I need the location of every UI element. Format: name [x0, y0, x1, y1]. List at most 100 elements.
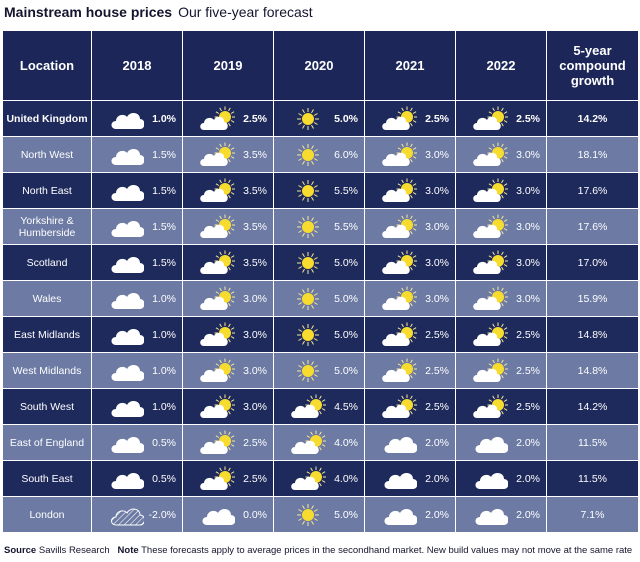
forecast-cell: 3.5%	[182, 136, 274, 173]
forecast-value: 3.0%	[516, 220, 540, 233]
forecast-value: 1.5%	[152, 184, 176, 197]
growth-cell: 15.9%	[546, 280, 639, 317]
forecast-cell: 3.0%	[364, 280, 456, 317]
forecast-cell: 1.0%	[91, 352, 183, 389]
forecast-cell: 6.0%	[273, 136, 365, 173]
sun-behind-cloud-icon	[470, 177, 510, 205]
forecast-cell: 3.0%	[182, 316, 274, 353]
forecast-cell: 3.0%	[364, 244, 456, 281]
forecast-value: -2.0%	[148, 508, 176, 521]
forecast-value: 5.0%	[334, 112, 358, 125]
location-cell: United Kingdom	[2, 100, 92, 137]
forecast-value: 3.0%	[425, 184, 449, 197]
location-cell: East of England	[2, 424, 92, 461]
forecast-cell: 3.5%	[182, 208, 274, 245]
forecast-cell: 1.0%	[91, 280, 183, 317]
forecast-value: 2.5%	[516, 400, 540, 413]
forecast-cell: 3.5%	[182, 172, 274, 209]
table-row: Scotland 1.5% 3.5% 5.0% 3.0% 3.0% 17.0%	[2, 244, 639, 281]
cloud-icon	[106, 357, 146, 385]
sun-behind-cloud-icon	[379, 321, 419, 349]
table-row: East Midlands 1.0% 3.0% 5.0% 2.5% 2.5% 14.8%	[2, 316, 639, 353]
forecast-cell: 2.0%	[455, 424, 547, 461]
cloud-icon	[470, 429, 510, 457]
forecast-value: 5.5%	[334, 184, 358, 197]
sun-behind-cloud-icon	[379, 357, 419, 385]
forecast-value: 1.5%	[152, 220, 176, 233]
sun-behind-cloud-icon	[470, 249, 510, 277]
growth-cell: 7.1%	[546, 496, 639, 533]
cloud-icon	[106, 105, 146, 133]
forecast-cell: 1.5%	[91, 136, 183, 173]
forecast-value: 0.0%	[243, 508, 267, 521]
growth-cell: 11.5%	[546, 424, 639, 461]
source-label: Source	[4, 545, 37, 556]
location-cell: South West	[2, 388, 92, 425]
forecast-value: 3.0%	[243, 328, 267, 341]
sun-behind-cloud-icon	[470, 393, 510, 421]
forecast-value: 2.0%	[425, 436, 449, 449]
forecast-cell: 0.5%	[91, 424, 183, 461]
growth-cell: 17.6%	[546, 172, 639, 209]
table-row: South East 0.5% 2.5% 4.0% 2.0% 2.0% 11.5%	[2, 460, 639, 497]
forecast-table: Location 2018 2019 2020 2021 2022 5-year…	[2, 30, 639, 533]
forecast-value: 3.0%	[243, 364, 267, 377]
forecast-value: 6.0%	[334, 148, 358, 161]
forecast-cell: 5.0%	[273, 244, 365, 281]
table-body: United Kingdom 1.0% 2.5% 5.0% 2.5% 2.5% 14.2% N…	[2, 100, 639, 533]
forecast-value: 3.0%	[516, 256, 540, 269]
sun-behind-cloud-icon	[197, 177, 237, 205]
forecast-cell: 2.5%	[364, 316, 456, 353]
forecast-cell: 3.0%	[455, 280, 547, 317]
forecast-cell: 5.0%	[273, 100, 365, 137]
forecast-value: 3.5%	[243, 184, 267, 197]
sun-behind-cloud-icon	[379, 393, 419, 421]
forecast-cell: 3.0%	[455, 172, 547, 209]
sun-behind-cloud-icon	[197, 321, 237, 349]
sun-behind-cloud-icon	[470, 321, 510, 349]
forecast-value: 2.5%	[516, 364, 540, 377]
forecast-value: 0.5%	[152, 472, 176, 485]
forecast-cell: 3.0%	[364, 208, 456, 245]
sun-icon	[288, 141, 328, 169]
source-text: Savills Research	[38, 545, 110, 556]
table-row: East of England 0.5% 2.5% 4.0% 2.0% 2.0% 11.5%	[2, 424, 639, 461]
forecast-value: 3.0%	[425, 256, 449, 269]
forecast-cell: 2.0%	[455, 460, 547, 497]
footer: Source Savills Research Note These forec…	[4, 545, 632, 556]
table-row: South West 1.0% 3.0% 4.5% 2.5% 2.5% 14.2%	[2, 388, 639, 425]
sun-behind-cloud-icon	[379, 213, 419, 241]
sun-behind-cloud-icon	[379, 105, 419, 133]
forecast-cell: 2.5%	[455, 100, 547, 137]
forecast-value: 3.0%	[425, 148, 449, 161]
forecast-cell: 1.5%	[91, 172, 183, 209]
sun-behind-cloud-icon	[197, 357, 237, 385]
sun-behind-cloud-icon	[197, 213, 237, 241]
forecast-value: 5.0%	[334, 508, 358, 521]
forecast-value: 1.0%	[152, 292, 176, 305]
column-header: 2018	[91, 30, 183, 101]
location-cell: Scotland	[2, 244, 92, 281]
sun-behind-cloud-icon	[379, 141, 419, 169]
forecast-cell: 3.0%	[182, 280, 274, 317]
forecast-value: 1.5%	[152, 256, 176, 269]
forecast-value: 2.5%	[243, 472, 267, 485]
sun-behind-cloud-icon	[379, 249, 419, 277]
table-row: North West 1.5% 3.5% 6.0% 3.0% 3.0% 18.1%	[2, 136, 639, 173]
forecast-cell: 3.0%	[182, 352, 274, 389]
forecast-cell: 5.5%	[273, 208, 365, 245]
table-row: West Midlands 1.0% 3.0% 5.0% 2.5% 2.5% 14.8%	[2, 352, 639, 389]
column-header: 2019	[182, 30, 274, 101]
forecast-value: 1.0%	[152, 328, 176, 341]
location-cell: West Midlands	[2, 352, 92, 389]
forecast-value: 5.0%	[334, 364, 358, 377]
forecast-cell: 2.5%	[364, 100, 456, 137]
forecast-value: 0.5%	[152, 436, 176, 449]
table-row: Wales 1.0% 3.0% 5.0% 3.0% 3.0% 15.9%	[2, 280, 639, 317]
forecast-cell: 3.0%	[182, 388, 274, 425]
location-cell: North East	[2, 172, 92, 209]
table-header-row: Location 2018 2019 2020 2021 2022 5-year…	[2, 30, 639, 101]
forecast-cell: 5.0%	[273, 316, 365, 353]
cloud-icon	[106, 141, 146, 169]
sun-behind-cloud-icon	[197, 465, 237, 493]
